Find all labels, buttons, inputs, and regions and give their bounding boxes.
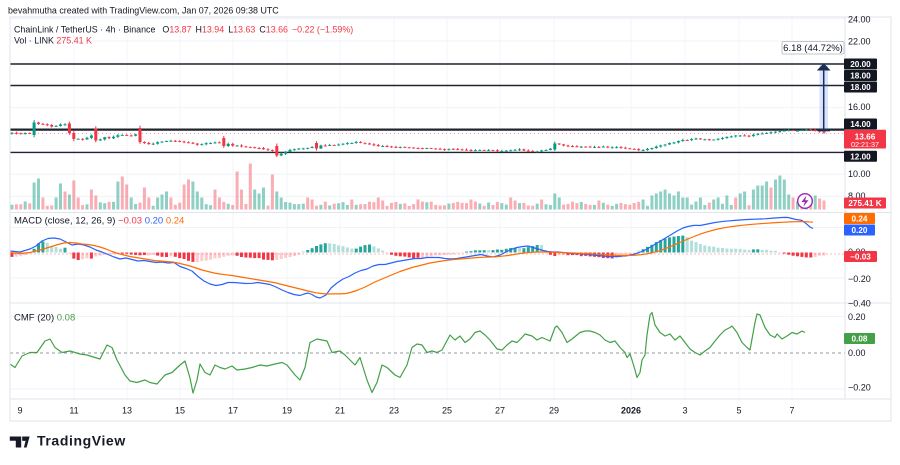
svg-text:3: 3 — [682, 406, 687, 416]
svg-text:8.00: 8.00 — [848, 191, 866, 201]
svg-text:5: 5 — [736, 406, 741, 416]
svg-text:−0.40: −0.40 — [848, 299, 871, 309]
svg-text:20.00: 20.00 — [850, 60, 871, 69]
svg-text:0.08: 0.08 — [852, 335, 868, 344]
svg-text:bevahmutha created with Tradin: bevahmutha created with TradingView.com,… — [8, 6, 279, 16]
svg-text:19: 19 — [282, 406, 292, 416]
svg-text:275.41 K: 275.41 K — [848, 199, 881, 208]
svg-text:10.00: 10.00 — [848, 169, 871, 179]
svg-text:15: 15 — [175, 406, 185, 416]
svg-text:18.00: 18.00 — [850, 72, 871, 81]
svg-text:Vol · LINK 275.41 K: Vol · LINK 275.41 K — [14, 36, 92, 46]
svg-text:7: 7 — [789, 406, 794, 416]
svg-text:6.18 (44.72%): 6.18 (44.72%) — [783, 43, 843, 54]
svg-text:−0.20: −0.20 — [848, 383, 871, 393]
svg-text:11: 11 — [69, 406, 78, 416]
svg-text:2026: 2026 — [621, 406, 641, 416]
svg-text:−0.03: −0.03 — [850, 253, 871, 262]
svg-text:25: 25 — [442, 406, 452, 416]
svg-text:22.00: 22.00 — [848, 37, 871, 47]
svg-text:29: 29 — [549, 406, 559, 416]
svg-text:TradingView: TradingView — [37, 433, 126, 449]
svg-text:12.00: 12.00 — [850, 153, 871, 162]
svg-text:13: 13 — [122, 406, 132, 416]
svg-text:CMF (20) 0.08: CMF (20) 0.08 — [14, 313, 75, 324]
svg-text:16.00: 16.00 — [848, 102, 871, 112]
svg-text:17: 17 — [228, 406, 238, 416]
svg-text:21: 21 — [335, 406, 345, 416]
svg-text:23: 23 — [389, 406, 399, 416]
svg-text:0.24: 0.24 — [852, 215, 868, 224]
svg-text:0.20: 0.20 — [848, 312, 866, 322]
svg-text:27: 27 — [495, 406, 505, 416]
svg-text:02:21:37: 02:21:37 — [851, 140, 879, 149]
svg-text:ChainLink / TetherUS · 4h · Bi: ChainLink / TetherUS · 4h · Binance O13.8… — [14, 25, 353, 35]
svg-text:14.00: 14.00 — [850, 120, 871, 129]
svg-text:MACD (close, 12, 26, 9) −0.03: MACD (close, 12, 26, 9) −0.03 0.20 0.24 — [14, 216, 184, 227]
svg-text:9: 9 — [17, 406, 22, 416]
svg-text:−0.20: −0.20 — [848, 274, 871, 284]
svg-text:24.00: 24.00 — [848, 14, 871, 24]
svg-text:13.66: 13.66 — [855, 131, 876, 141]
svg-text:0.20: 0.20 — [852, 226, 868, 235]
svg-text:18.00: 18.00 — [850, 83, 871, 92]
svg-text:0.00: 0.00 — [848, 348, 866, 358]
